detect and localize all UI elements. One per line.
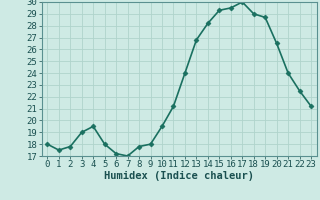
X-axis label: Humidex (Indice chaleur): Humidex (Indice chaleur) (104, 171, 254, 181)
